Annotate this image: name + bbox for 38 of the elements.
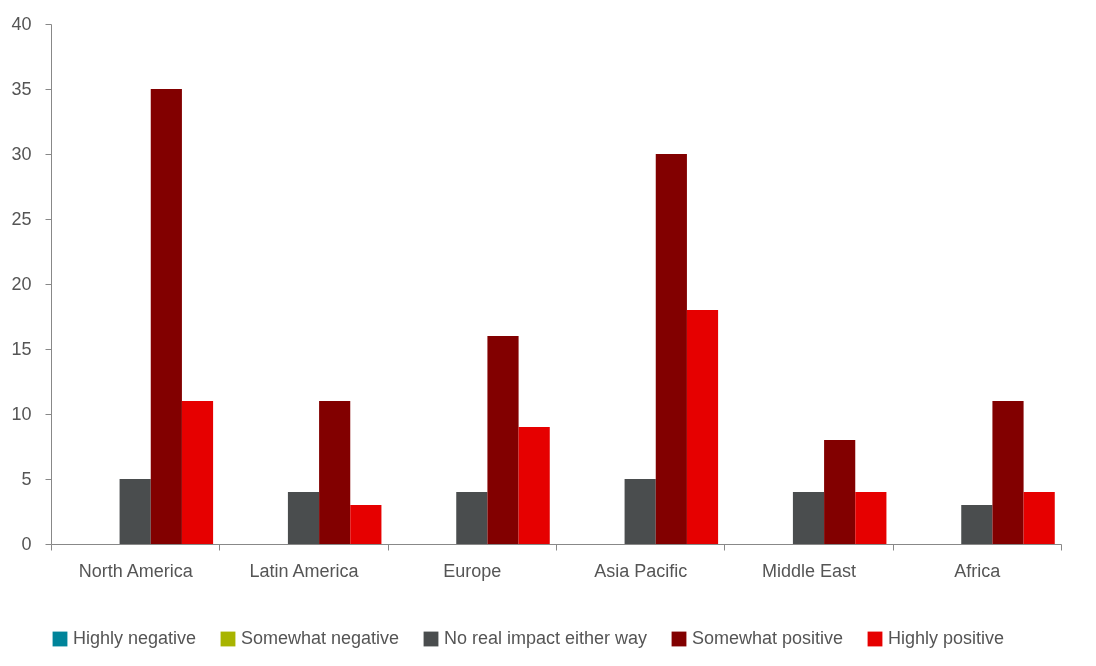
bar (686, 310, 719, 544)
y-tick-label: 25 (11, 208, 32, 229)
bar (518, 427, 550, 544)
y-tick-label: 0 (21, 533, 32, 554)
bar (992, 401, 1024, 544)
legend-label: Highly positive (888, 628, 1005, 648)
bar (855, 492, 887, 544)
bar (792, 492, 825, 544)
x-tick-label: North America (78, 560, 194, 581)
y-tick-label: 40 (11, 13, 32, 34)
x-tick-label: Asia Pacific (594, 560, 688, 581)
bar (350, 505, 382, 544)
y-tick-label: 15 (11, 338, 32, 359)
x-tick-label: Latin America (249, 560, 360, 581)
bar (150, 89, 182, 544)
bar (487, 336, 519, 544)
legend-label: Somewhat positive (692, 628, 844, 648)
bar (287, 492, 320, 544)
bar (181, 401, 214, 544)
bar (456, 492, 488, 544)
bar (655, 154, 687, 544)
bar (319, 401, 351, 544)
legend-label: Somewhat negative (241, 628, 400, 648)
y-tick-label: 10 (11, 403, 32, 424)
y-tick-label: 30 (11, 143, 32, 164)
bar (961, 505, 993, 544)
y-tick-label: 5 (21, 468, 32, 489)
x-tick-label: Middle East (761, 560, 857, 581)
bar (624, 479, 656, 544)
bar (119, 479, 151, 544)
bar (1023, 492, 1055, 544)
legend-label: No real impact either way (444, 628, 648, 648)
legend-label: Highly negative (73, 628, 197, 648)
bar (824, 440, 856, 544)
x-tick-label: Europe (443, 560, 502, 581)
x-tick-label: Africa (954, 560, 1002, 581)
y-tick-label: 20 (11, 273, 32, 294)
y-tick-label: 35 (11, 78, 32, 99)
